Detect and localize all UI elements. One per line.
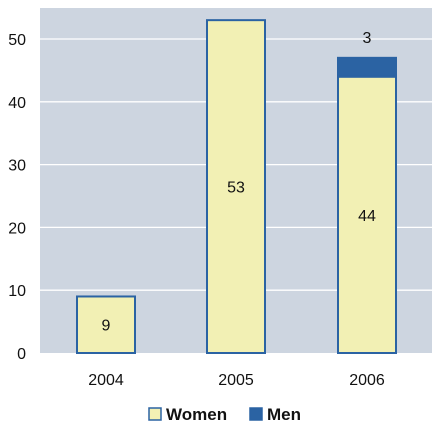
y-tick-label: 30 <box>8 158 26 175</box>
y-tick-label: 20 <box>8 220 26 237</box>
x-tick-label: 2004 <box>88 372 124 389</box>
bar-women-2004 <box>76 295 136 355</box>
y-tick-label: 0 <box>17 346 26 363</box>
data-label: 9 <box>102 318 111 335</box>
bar-women-2005 <box>206 19 266 354</box>
bar-men-2006 <box>337 56 397 78</box>
data-label: 44 <box>358 208 376 225</box>
bar-women-2006 <box>337 75 397 355</box>
y-tick-label: 40 <box>8 95 26 112</box>
x-tick-label: 2005 <box>218 372 254 389</box>
data-label: 53 <box>227 180 245 197</box>
data-label: 3 <box>363 30 372 47</box>
legend-label-men: Men <box>267 405 301 424</box>
legend-label-women: Women <box>166 405 227 424</box>
legend-swatch-women <box>148 407 162 421</box>
y-tick-label: 10 <box>8 283 26 300</box>
x-tick-label: 2006 <box>349 372 385 389</box>
x-axis-ticks: 2004 2005 2006 <box>88 372 385 389</box>
legend-swatch-men <box>249 407 263 421</box>
y-axis-ticks: 0 10 20 30 40 50 <box>8 32 26 363</box>
y-tick-label: 50 <box>8 32 26 49</box>
bars: 9 53 44 3 <box>76 19 397 355</box>
legend: Women Men <box>148 405 301 424</box>
